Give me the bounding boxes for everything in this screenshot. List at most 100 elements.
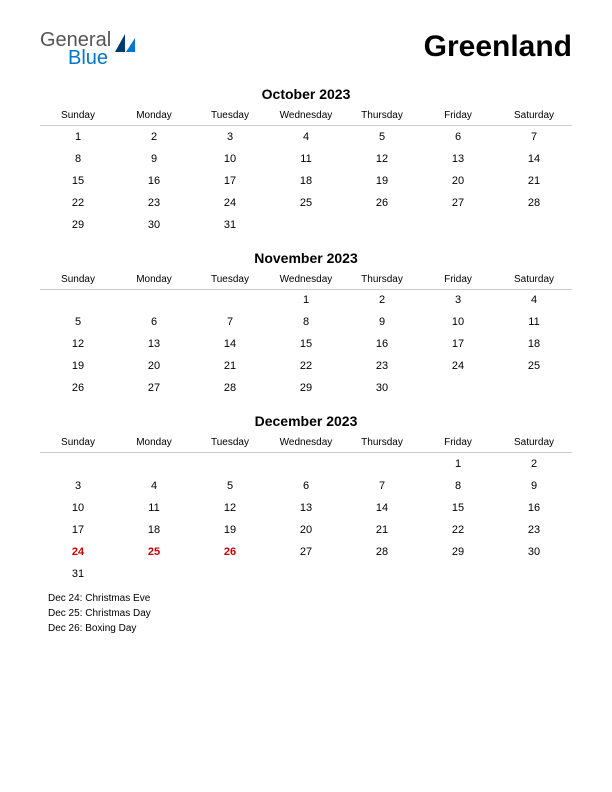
calendar-cell: 29 bbox=[40, 214, 116, 236]
calendar-cell: 3 bbox=[420, 289, 496, 311]
day-header: Saturday bbox=[496, 106, 572, 126]
calendar-cell: 6 bbox=[268, 475, 344, 497]
calendar-cell: 15 bbox=[40, 170, 116, 192]
calendar-cell: 28 bbox=[192, 377, 268, 399]
calendar-cell: 4 bbox=[116, 475, 192, 497]
calendar-cell: 7 bbox=[192, 311, 268, 333]
calendar-table: SundayMondayTuesdayWednesdayThursdayFrid… bbox=[40, 270, 572, 400]
calendar-cell: 22 bbox=[420, 519, 496, 541]
calendar-row: 3456789 bbox=[40, 475, 572, 497]
calendar-cell: 18 bbox=[496, 333, 572, 355]
calendar-cell bbox=[344, 563, 420, 585]
calendar-row: 17181920212223 bbox=[40, 519, 572, 541]
calendar-cell: 1 bbox=[420, 453, 496, 475]
day-header: Monday bbox=[116, 270, 192, 290]
calendar-row: 567891011 bbox=[40, 311, 572, 333]
calendar-cell: 2 bbox=[344, 289, 420, 311]
holiday-entry: Dec 24: Christmas Eve bbox=[48, 591, 572, 606]
calendar-cell: 14 bbox=[192, 333, 268, 355]
day-header: Sunday bbox=[40, 433, 116, 453]
calendar-cell bbox=[192, 563, 268, 585]
calendar-cell: 16 bbox=[344, 333, 420, 355]
calendar-cell bbox=[192, 453, 268, 475]
calendar-cell bbox=[116, 563, 192, 585]
calendar-cell: 6 bbox=[116, 311, 192, 333]
calendar-cell: 21 bbox=[344, 519, 420, 541]
calendar-row: 1234 bbox=[40, 289, 572, 311]
calendar-cell: 11 bbox=[116, 497, 192, 519]
header: General Blue Greenland bbox=[40, 30, 572, 68]
month-block: October 2023SundayMondayTuesdayWednesday… bbox=[40, 86, 572, 236]
calendar-cell: 25 bbox=[496, 355, 572, 377]
calendar-cell: 19 bbox=[344, 170, 420, 192]
calendar-cell: 15 bbox=[268, 333, 344, 355]
calendar-cell: 13 bbox=[268, 497, 344, 519]
calendar-cell bbox=[420, 563, 496, 585]
holidays-list: Dec 24: Christmas EveDec 25: Christmas D… bbox=[40, 591, 572, 636]
calendar-row: 2627282930 bbox=[40, 377, 572, 399]
logo: General Blue bbox=[40, 30, 137, 68]
month-title: December 2023 bbox=[40, 413, 572, 429]
day-header: Wednesday bbox=[268, 106, 344, 126]
calendar-cell: 29 bbox=[420, 541, 496, 563]
calendar-row: 15161718192021 bbox=[40, 170, 572, 192]
calendar-cell: 22 bbox=[40, 192, 116, 214]
calendar-cell: 30 bbox=[344, 377, 420, 399]
calendar-cell bbox=[496, 214, 572, 236]
calendar-cell: 17 bbox=[192, 170, 268, 192]
month-block: November 2023 SundayMondayTuesdayWednesda… bbox=[40, 250, 572, 400]
calendar-cell: 22 bbox=[268, 355, 344, 377]
calendar-cell bbox=[40, 289, 116, 311]
calendar-cell: 13 bbox=[116, 333, 192, 355]
calendar-row: 24252627282930 bbox=[40, 541, 572, 563]
calendar-cell: 13 bbox=[420, 148, 496, 170]
calendar-cell: 10 bbox=[192, 148, 268, 170]
calendar-cell: 9 bbox=[344, 311, 420, 333]
month-title: October 2023 bbox=[40, 86, 572, 102]
calendar-cell bbox=[496, 377, 572, 399]
calendar-cell: 4 bbox=[268, 126, 344, 148]
calendar-cell: 14 bbox=[344, 497, 420, 519]
calendar-cell bbox=[192, 289, 268, 311]
calendar-cell: 24 bbox=[40, 541, 116, 563]
day-header: Thursday bbox=[344, 106, 420, 126]
calendar-cell: 5 bbox=[40, 311, 116, 333]
calendar-cell: 21 bbox=[496, 170, 572, 192]
calendar-cell: 1 bbox=[40, 126, 116, 148]
calendar-cell: 23 bbox=[496, 519, 572, 541]
calendar-cell: 16 bbox=[496, 497, 572, 519]
month-title: November 2023 bbox=[40, 250, 572, 266]
calendar-cell: 24 bbox=[420, 355, 496, 377]
calendar-cell: 3 bbox=[192, 126, 268, 148]
calendar-row: 19202122232425 bbox=[40, 355, 572, 377]
calendar-cell: 25 bbox=[116, 541, 192, 563]
calendar-cell: 20 bbox=[116, 355, 192, 377]
calendar-cell: 29 bbox=[268, 377, 344, 399]
calendar-cell: 8 bbox=[268, 311, 344, 333]
day-header: Sunday bbox=[40, 270, 116, 290]
calendar-cell bbox=[116, 453, 192, 475]
day-header: Saturday bbox=[496, 433, 572, 453]
calendar-row: 293031 bbox=[40, 214, 572, 236]
calendar-cell: 30 bbox=[496, 541, 572, 563]
day-header: Thursday bbox=[344, 270, 420, 290]
calendar-row: 1234567 bbox=[40, 126, 572, 148]
calendar-cell: 28 bbox=[496, 192, 572, 214]
calendar-cell: 23 bbox=[116, 192, 192, 214]
calendars-container: October 2023SundayMondayTuesdayWednesday… bbox=[40, 86, 572, 636]
calendar-cell: 7 bbox=[496, 126, 572, 148]
calendar-cell bbox=[40, 453, 116, 475]
month-block: December 2023SundayMondayTuesdayWednesda… bbox=[40, 413, 572, 636]
day-header: Friday bbox=[420, 433, 496, 453]
calendar-row: 12 bbox=[40, 453, 572, 475]
calendar-cell: 10 bbox=[40, 497, 116, 519]
day-header: Tuesday bbox=[192, 433, 268, 453]
calendar-row: 12131415161718 bbox=[40, 333, 572, 355]
calendar-cell: 5 bbox=[192, 475, 268, 497]
calendar-cell: 12 bbox=[192, 497, 268, 519]
calendar-cell bbox=[344, 453, 420, 475]
calendar-cell: 16 bbox=[116, 170, 192, 192]
calendar-cell: 2 bbox=[496, 453, 572, 475]
calendar-cell: 18 bbox=[268, 170, 344, 192]
calendar-cell: 12 bbox=[344, 148, 420, 170]
